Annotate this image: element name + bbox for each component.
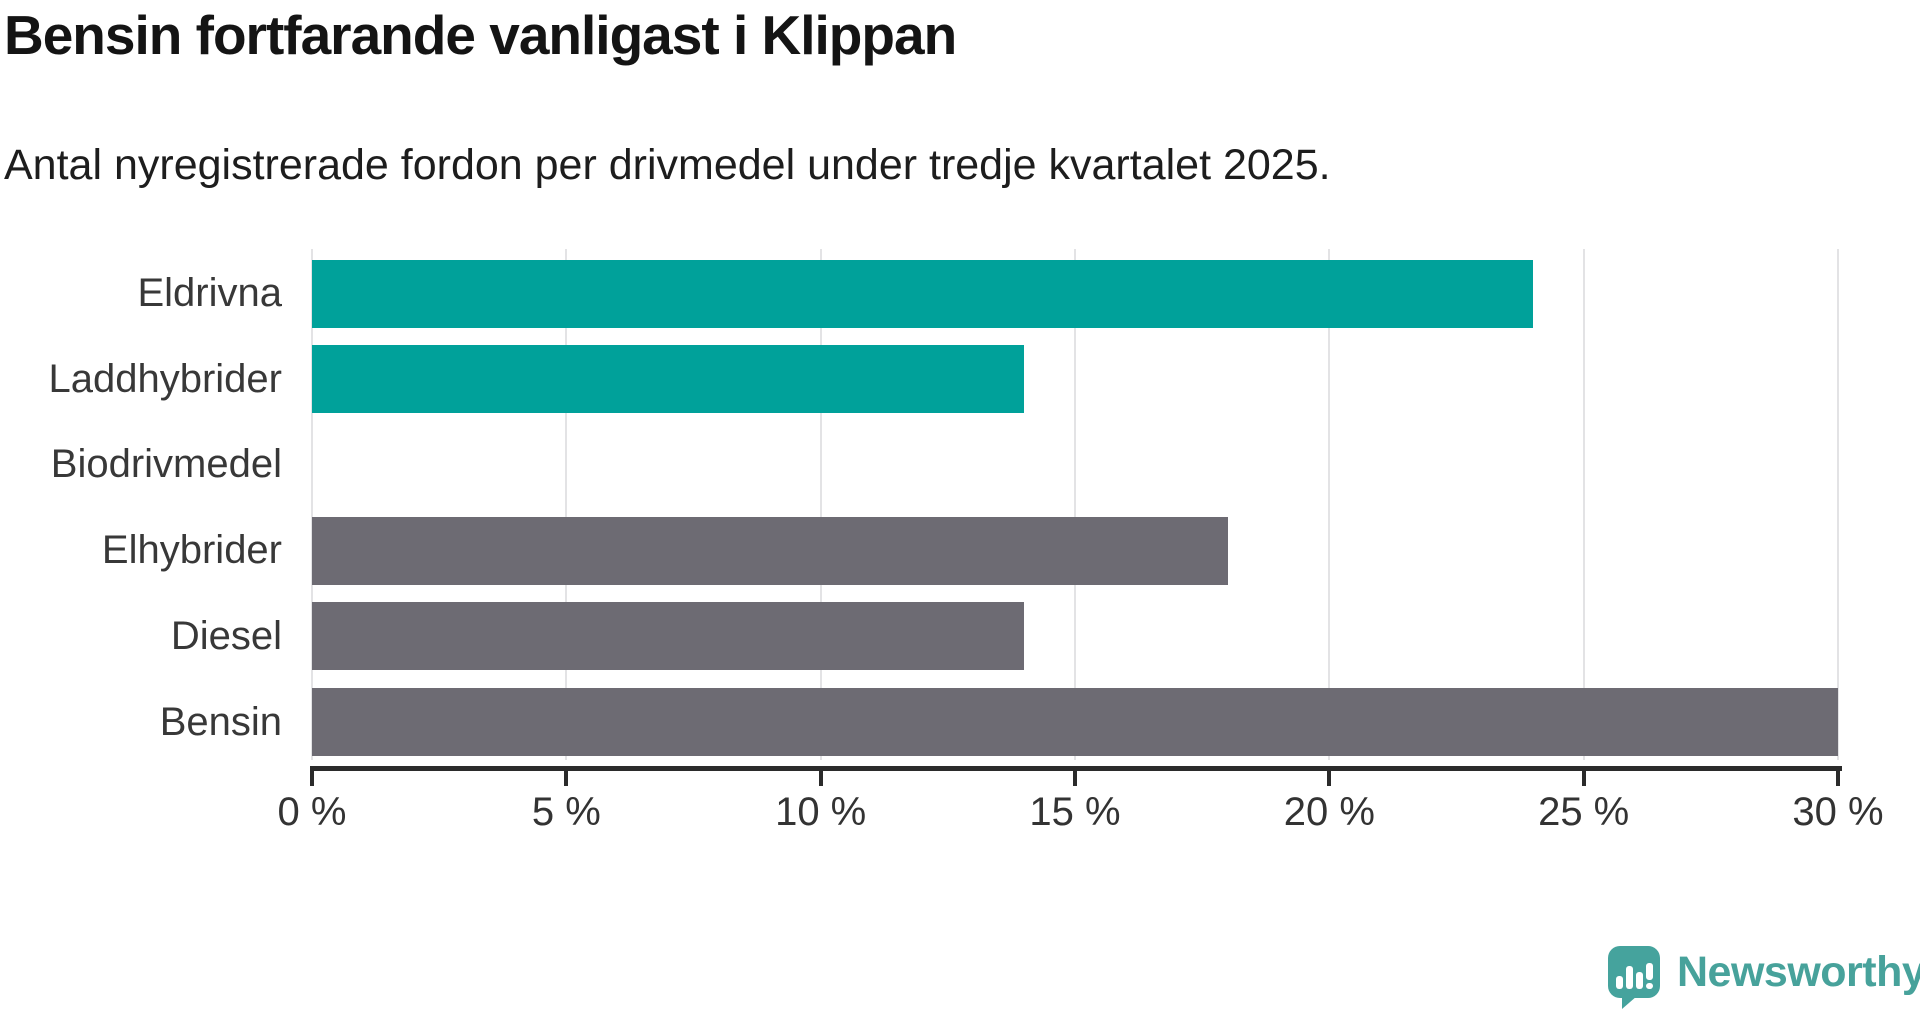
category-label: Bensin <box>159 699 282 744</box>
logo-exclamation-stem <box>1645 963 1653 980</box>
x-axis-tick-label: 5 % <box>531 790 601 834</box>
bar-laddhybrider <box>312 345 1025 414</box>
x-axis-line <box>310 766 1842 771</box>
x-axis-tick <box>1327 771 1332 786</box>
bar-eldrivna <box>312 259 1533 328</box>
category-label: Diesel <box>170 613 282 658</box>
logo-exclamation <box>1645 963 1653 989</box>
x-axis-tick-label: 0 % <box>277 790 347 834</box>
newsworthy-logo: Newsworthy <box>1608 946 1920 1009</box>
category-label: Biodrivmedel <box>50 442 282 487</box>
chart-subtitle: Antal nyregistrerade fordon per drivmede… <box>4 141 1331 189</box>
x-axis-tick <box>1581 771 1586 786</box>
x-axis-tick <box>818 771 823 786</box>
x-axis-tick-label: 10 % <box>775 790 867 834</box>
gridline <box>1837 249 1839 760</box>
speech-bubble-bar-chart-icon <box>1608 946 1660 1009</box>
newsworthy-logo-text: Newsworthy <box>1677 947 1920 996</box>
plot-area <box>311 249 1839 760</box>
gridline <box>565 249 568 760</box>
category-label: Eldrivna <box>137 271 282 315</box>
x-axis-tick-label: 30 % <box>1792 790 1884 834</box>
gridline <box>1074 249 1076 760</box>
bar-diesel <box>312 602 1025 671</box>
x-axis-tick <box>310 771 314 786</box>
chart-title: Bensin fortfarande vanligast i Klippan <box>4 4 957 66</box>
gridline <box>1582 249 1585 760</box>
logo-mini-bar <box>1635 972 1643 989</box>
gridline <box>819 249 822 760</box>
bar-elhybrider <box>312 516 1228 585</box>
gridline <box>1328 249 1331 760</box>
x-axis-tick <box>1836 771 1840 786</box>
bar-bensin <box>312 688 1838 756</box>
x-axis-tick-label: 20 % <box>1283 790 1375 834</box>
gridline <box>311 249 313 760</box>
logo-mini-bar <box>1625 966 1633 989</box>
x-axis-tick-label: 25 % <box>1538 790 1630 834</box>
x-axis-tick <box>1073 771 1077 786</box>
logo-exclamation-dot <box>1645 983 1653 989</box>
x-axis-tick-label: 15 % <box>1029 790 1121 834</box>
logo-mini-bar <box>1615 976 1623 989</box>
category-label: Elhybrider <box>101 528 282 573</box>
x-axis-tick <box>564 771 569 786</box>
category-label: Laddhybrider <box>48 356 283 401</box>
